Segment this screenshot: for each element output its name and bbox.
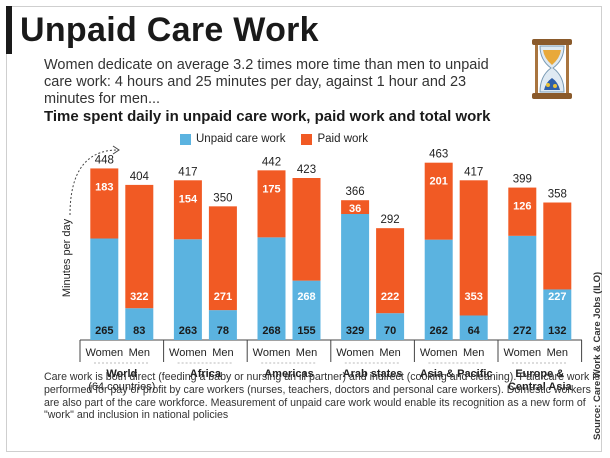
bar-unpaid-3-women	[341, 214, 370, 340]
category-sublabel-0: (64 countries)	[88, 381, 155, 393]
sex-label-2-men: Men	[296, 347, 317, 359]
value-label-paid-5-women: 126	[513, 201, 531, 213]
category-label-1: Africa	[190, 368, 222, 380]
legend-swatch-unpaid	[180, 133, 191, 145]
sex-label-1-men: Men	[212, 347, 233, 359]
bar-unpaid-3-men	[376, 313, 405, 340]
value-label-paid-0-women: 183	[95, 181, 113, 193]
sex-label-4-men: Men	[463, 347, 484, 359]
total-label-3-men: 292	[381, 214, 400, 226]
total-label-5-women: 399	[513, 174, 532, 186]
bar-unpaid-1-men	[208, 310, 237, 340]
value-label-paid-4-men: 353	[465, 291, 483, 303]
bar-paid-4-women	[424, 162, 453, 240]
legend-item-unpaid: Unpaid care work	[180, 133, 285, 145]
footnote: Care work is both direct (feeding a baby…	[44, 371, 600, 422]
value-label-unpaid-5-women: 272	[513, 325, 531, 337]
sex-label-0-women: Women	[85, 347, 123, 359]
total-label-0-men: 404	[130, 171, 150, 183]
value-label-unpaid-5-men: 132	[548, 325, 566, 337]
value-label-unpaid-4-women: 262	[430, 325, 448, 337]
sex-label-2-women: Women	[253, 347, 291, 359]
chart-title: Time spent daily in unpaid care work, pa…	[44, 108, 491, 125]
bar-paid-0-women	[90, 168, 119, 239]
chart-legend: Unpaid care work Paid work	[180, 133, 378, 145]
total-label-1-women: 417	[178, 166, 197, 178]
bar-unpaid-1-women	[173, 239, 202, 340]
bar-unpaid-2-men	[292, 280, 321, 340]
value-label-paid-1-men: 271	[214, 291, 232, 303]
sex-label-5-men: Men	[547, 347, 568, 359]
total-label-2-men: 423	[297, 164, 316, 176]
bar-paid-1-men	[208, 206, 237, 311]
sex-label-1-women: Women	[169, 347, 207, 359]
bar-paid-4-men	[459, 180, 488, 316]
value-label-unpaid-3-men: 70	[384, 325, 396, 337]
value-label-paid-1-women: 154	[179, 193, 198, 205]
value-label-paid-5-men: 227	[548, 291, 566, 303]
axis-arrow-head	[112, 145, 120, 155]
bar-unpaid-2-women	[257, 237, 286, 340]
total-label-0-women: 448	[95, 154, 114, 166]
total-label-1-men: 350	[213, 192, 232, 204]
value-label-paid-4-women: 201	[430, 176, 448, 188]
bar-paid-2-women	[257, 170, 286, 238]
infographic-frame	[6, 6, 602, 452]
value-label-unpaid-0-men: 83	[133, 325, 145, 337]
sex-label-0-men: Men	[129, 347, 150, 359]
value-label-unpaid-2-women: 268	[262, 325, 280, 337]
value-label-unpaid-1-men: 78	[217, 325, 229, 337]
total-label-4-men: 417	[464, 166, 483, 178]
category-label-0: World	[106, 368, 137, 380]
legend-label-unpaid: Unpaid care work	[196, 133, 286, 145]
page-title: Unpaid Care Work	[20, 11, 319, 49]
legend-label-paid: Paid work	[317, 133, 368, 145]
title-accent-bar	[6, 6, 12, 54]
source-credit: Source: Care Work & Care Jobs (ILO)	[592, 271, 603, 440]
hourglass-icon	[532, 39, 572, 99]
value-label-unpaid-3-women: 329	[346, 325, 364, 337]
legend-item-paid: Paid work	[301, 133, 368, 145]
value-label-paid-2-women: 175	[262, 183, 280, 195]
sex-label-4-women: Women	[420, 347, 458, 359]
legend-swatch-paid	[301, 133, 313, 145]
value-label-paid-3-women: 36	[349, 203, 361, 215]
category-label-3: Arab states	[343, 368, 403, 380]
total-label-5-men: 358	[548, 189, 567, 201]
bar-unpaid-0-men	[125, 308, 154, 340]
sex-label-3-men: Men	[379, 347, 400, 359]
total-label-3-women: 366	[346, 186, 365, 198]
bar-paid-3-men	[376, 228, 405, 314]
value-label-paid-2-men: 268	[297, 291, 315, 303]
value-label-unpaid-0-women: 265	[95, 325, 113, 337]
axis-arrow	[69, 149, 119, 216]
value-label-paid-0-men: 322	[130, 291, 148, 303]
category-label-5: Europe &	[515, 368, 564, 380]
category-sublabel-5: Central Asia	[508, 381, 573, 393]
sex-label-5-women: Women	[503, 347, 541, 359]
bar-unpaid-4-men	[459, 315, 488, 340]
bar-unpaid-4-women	[424, 239, 453, 340]
value-label-unpaid-2-men: 155	[297, 325, 315, 337]
total-label-4-women: 463	[429, 149, 448, 161]
sex-label-3-women: Women	[336, 347, 374, 359]
bar-paid-0-men	[125, 184, 154, 309]
subtitle: Women dedicate on average 3.2 times more…	[44, 57, 489, 107]
bar-unpaid-5-men	[543, 289, 572, 340]
bar-unpaid-5-women	[508, 235, 537, 340]
y-axis-label: Minutes per day	[61, 218, 73, 297]
category-label-2: Americas	[264, 368, 314, 380]
bar-paid-3-women	[341, 200, 370, 214]
value-label-unpaid-4-men: 64	[468, 325, 481, 337]
bar-unpaid-0-women	[90, 238, 119, 340]
category-label-4: Asia & Pacific	[420, 368, 493, 380]
bar-paid-2-men	[292, 178, 321, 281]
value-label-unpaid-1-women: 263	[179, 325, 197, 337]
total-label-2-women: 442	[262, 156, 281, 168]
bar-paid-5-women	[508, 187, 537, 236]
value-label-paid-3-men: 222	[381, 291, 399, 303]
bar-paid-5-men	[543, 202, 572, 290]
bar-paid-1-women	[173, 180, 202, 240]
